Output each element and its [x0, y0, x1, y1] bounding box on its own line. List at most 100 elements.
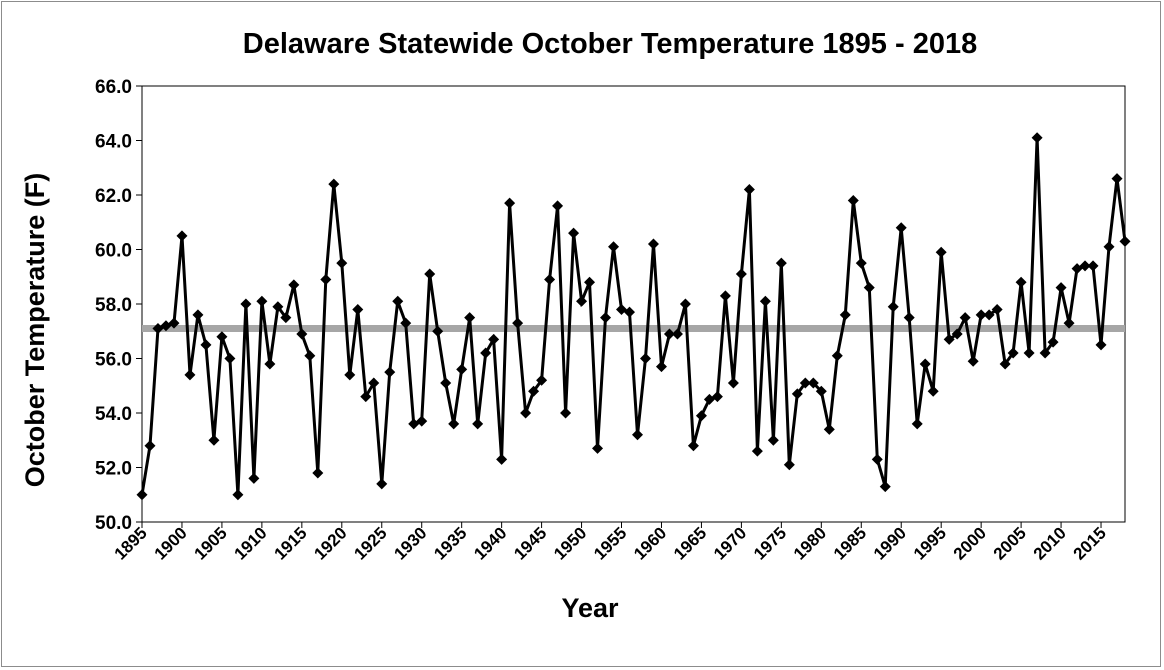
x-tick-label: 1975 — [750, 523, 790, 563]
data-point-1920 — [336, 257, 348, 269]
data-point-1993 — [919, 358, 931, 370]
data-point-1945 — [536, 374, 548, 386]
x-tick-label: 1945 — [510, 523, 550, 563]
data-point-1937 — [472, 418, 484, 430]
y-tick-label: 50.0 — [95, 513, 132, 534]
data-point-1995 — [935, 246, 947, 258]
data-point-1951 — [584, 276, 596, 288]
x-tick-label: 1900 — [151, 523, 191, 563]
x-tick-label: 1980 — [790, 523, 830, 563]
data-point-1949 — [568, 227, 580, 239]
data-point-1921 — [344, 369, 356, 381]
data-point-1981 — [823, 423, 835, 435]
data-point-1992 — [911, 418, 923, 430]
data-point-1986 — [863, 282, 875, 294]
data-point-1968 — [719, 290, 731, 302]
data-point-1977 — [791, 388, 803, 400]
data-point-1962 — [671, 328, 683, 340]
data-point-1985 — [855, 257, 867, 269]
data-point-2007 — [1031, 132, 1043, 144]
data-point-2015 — [1095, 339, 1107, 351]
data-point-1996 — [943, 333, 955, 345]
data-point-1935 — [456, 363, 468, 375]
data-point-1925 — [376, 478, 388, 490]
data-point-1952 — [592, 442, 604, 454]
x-tick-label: 1905 — [191, 523, 231, 563]
data-point-1941 — [504, 197, 516, 209]
y-axis-label: October Temperature (F) — [20, 173, 50, 488]
data-point-1972 — [751, 445, 763, 457]
data-point-1957 — [631, 429, 643, 441]
x-tick-label: 1930 — [390, 523, 430, 563]
data-point-1984 — [847, 194, 859, 206]
data-point-1923 — [360, 391, 372, 403]
data-point-1931 — [424, 268, 436, 280]
data-point-1997 — [951, 328, 963, 340]
y-tick-label: 66.0 — [95, 77, 132, 98]
data-point-1983 — [839, 309, 851, 321]
data-point-2014 — [1087, 260, 1099, 272]
y-tick-label: 56.0 — [95, 350, 132, 371]
data-point-1934 — [448, 418, 460, 430]
data-point-1909 — [248, 472, 260, 484]
data-point-1912 — [272, 301, 284, 313]
data-point-1964 — [687, 440, 699, 452]
data-point-1895 — [136, 489, 148, 501]
x-tick-label: 1920 — [310, 523, 350, 563]
data-point-2002 — [991, 303, 1003, 315]
x-tick-label: 1960 — [630, 523, 670, 563]
y-axis-ticks: 50.0 52.0 54.0 56.0 58.0 60.0 62.0 64.0 66.0 — [95, 77, 142, 534]
x-tick-label: 1965 — [670, 523, 710, 563]
data-point-1978 — [799, 377, 811, 389]
data-point-1963 — [679, 298, 691, 310]
data-point-1950 — [576, 295, 588, 307]
data-point-1959 — [647, 238, 659, 250]
data-point-1911 — [264, 358, 276, 370]
x-tick-label: 1910 — [231, 523, 271, 563]
data-point-1905 — [216, 331, 228, 343]
x-axis-ticks: 1895 1900 1905 1910 1915 1920 1925 1930 1935 1940… — [111, 522, 1110, 564]
data-point-1903 — [200, 339, 212, 351]
x-tick-label: 1935 — [430, 523, 470, 563]
x-tick-label: 1940 — [470, 523, 510, 563]
data-point-1918 — [320, 273, 332, 285]
data-point-1954 — [608, 241, 620, 253]
data-point-markers — [136, 132, 1131, 501]
data-point-1928 — [400, 317, 412, 329]
data-point-1940 — [496, 453, 508, 465]
data-point-1922 — [352, 303, 364, 315]
x-tick-label: 2015 — [1070, 523, 1110, 563]
data-point-2016 — [1103, 241, 1115, 253]
data-point-1946 — [544, 273, 556, 285]
data-point-1904 — [208, 434, 220, 446]
x-tick-label: 1985 — [830, 523, 870, 563]
y-tick-label: 60.0 — [95, 241, 132, 262]
y-tick-label: 54.0 — [95, 404, 132, 425]
data-point-1933 — [440, 377, 452, 389]
y-tick-label: 64.0 — [95, 132, 132, 153]
data-point-1969 — [727, 377, 739, 389]
x-tick-label: 1955 — [590, 523, 630, 563]
x-tick-label: 1995 — [910, 523, 950, 563]
data-point-2009 — [1047, 336, 1059, 348]
x-tick-label: 1950 — [550, 523, 590, 563]
y-tick-label: 52.0 — [95, 459, 132, 480]
data-point-2005 — [1015, 276, 1027, 288]
data-point-1908 — [240, 298, 252, 310]
data-point-1956 — [624, 306, 636, 318]
data-point-1938 — [480, 347, 492, 359]
data-point-2001 — [983, 309, 995, 321]
data-point-1960 — [655, 361, 667, 373]
y-tick-label: 62.0 — [95, 186, 132, 207]
data-point-1958 — [639, 353, 651, 364]
data-point-1917 — [312, 467, 324, 479]
temperature-series-line — [140, 137, 1127, 496]
data-point-1990 — [895, 222, 907, 234]
data-point-2010 — [1055, 282, 1067, 294]
data-point-1907 — [232, 489, 244, 501]
data-point-1971 — [743, 184, 755, 196]
data-point-1899 — [168, 317, 180, 329]
x-tick-label: 1990 — [870, 523, 910, 563]
data-point-1970 — [735, 268, 747, 280]
